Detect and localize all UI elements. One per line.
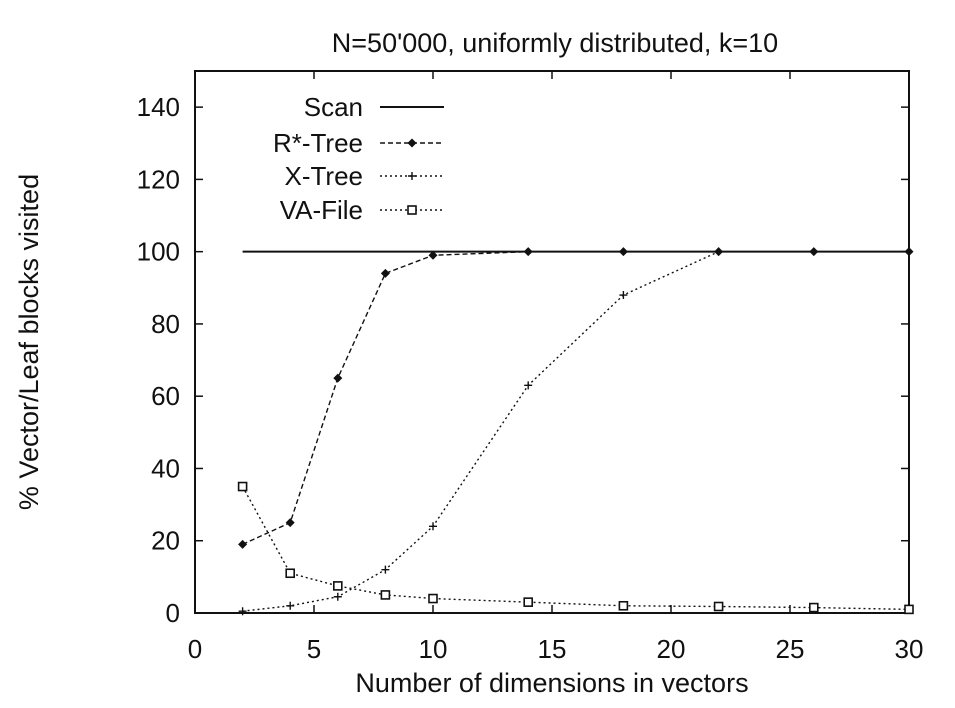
x-tree-point [238,607,247,616]
y-tick-labels: 0 20 40 60 80 100 120 140 [137,92,180,628]
series-va-file [237,481,914,615]
y-tick-label: 20 [151,526,180,556]
x-tick-label: 5 [307,634,321,664]
va-file-point [428,593,438,604]
y-tick-label: 120 [137,164,180,194]
x-tree-point [381,565,390,574]
chart-title: N=50'000, uniformly distributed, k=10 [332,28,778,58]
y-tick-label: 80 [151,309,180,339]
va-file-point [808,602,819,613]
y-tick-label: 0 [166,598,180,628]
x-tick-label: 25 [776,634,805,664]
r-tree-point [428,250,438,260]
legend-marker-va-file [407,205,417,215]
va-file-point [713,601,724,612]
r-tree-point [333,373,343,383]
va-file-point [285,568,296,579]
x-tree-point [524,381,533,390]
x-tree-point [714,247,723,256]
legend-marker-r-tree [407,138,417,148]
y-tick-label: 40 [151,453,180,483]
va-file-point [332,581,343,591]
x-tree-point [619,291,628,300]
y-axis-label: % Vector/Leaf blocks visited [14,174,44,510]
series-x-tree [238,247,723,616]
r-tree-line [242,250,909,545]
va-file-point [904,604,914,615]
series-group [237,247,914,616]
va-file-point [380,590,391,600]
r-tree-point [618,247,628,257]
va-file-line [241,486,910,611]
legend-label-scan: Scan [304,92,363,122]
r-tree-point [238,539,248,549]
x-tick-label: 30 [895,634,924,664]
r-tree-point [904,247,914,257]
x-axis-label: Number of dimensions in vectors [355,668,748,698]
y-tick-label: 140 [137,92,180,122]
r-tree-point [380,268,390,278]
series-r-tree [238,247,914,549]
x-tree-point [429,522,437,531]
va-file-point [237,481,248,492]
r-tree-point [809,247,819,257]
x-tree-point [333,592,342,601]
x-tick-label: 10 [419,634,448,664]
x-tick-label: 0 [188,634,202,664]
y-tick-label: 60 [151,381,180,411]
va-file-point [523,597,534,607]
x-tree-line [242,251,719,612]
va-file-point [618,600,629,611]
legend-label-r-tree: R*-Tree [273,128,363,158]
x-tick-label: 20 [657,634,686,664]
x-tree-point [286,601,295,610]
r-tree-point [523,247,533,257]
legend-label-x-tree: X-Tree [285,161,364,191]
legend-label-va-file: VA-File [280,195,363,225]
r-tree-point [285,518,295,528]
y-tick-label: 100 [137,237,180,267]
x-tick-labels: 0 5 10 15 20 25 30 [188,634,924,664]
x-tick-label: 15 [538,634,567,664]
legend-marker-x-tree [408,172,416,180]
